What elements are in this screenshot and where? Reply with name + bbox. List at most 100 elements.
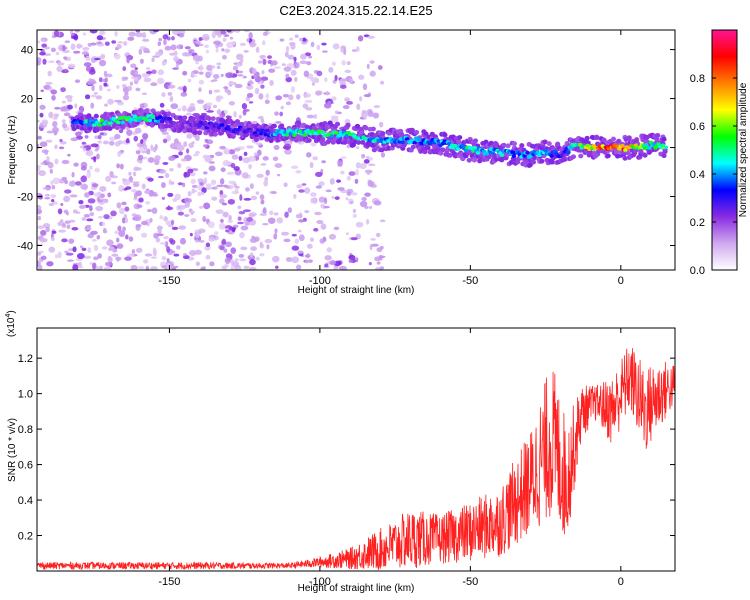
spectrogram-noise-mark	[97, 253, 102, 259]
spectrogram-noise-mark	[96, 41, 103, 45]
spectrogram-ridge-halo	[622, 155, 628, 161]
spectrogram-noise-mark	[159, 169, 167, 174]
spectrogram-noise-mark	[124, 256, 132, 261]
spectrogram-ridge-mark	[484, 152, 490, 156]
spectrogram-noise-mark	[233, 111, 237, 118]
spectrogram-noise-mark	[267, 55, 273, 59]
spectrogram-noise-mark	[253, 152, 258, 157]
spectrogram-noise-mark	[169, 168, 174, 172]
spectrogram-noise-mark	[215, 48, 219, 53]
spectrogram-noise-mark	[219, 145, 227, 150]
spectrogram-noise-mark	[370, 243, 379, 247]
spectrogram-noise-mark	[265, 93, 270, 99]
spectrogram-noise-mark	[238, 155, 243, 161]
spectrogram-noise-mark	[276, 217, 284, 224]
spectrogram-noise-mark	[110, 210, 117, 217]
spectrogram-noise-mark	[340, 156, 347, 159]
spectrogram-noise-mark	[136, 204, 143, 208]
spectrogram-noise-mark	[285, 45, 290, 53]
spectrogram-noise-mark	[379, 266, 385, 270]
snr-series-line	[37, 348, 675, 571]
spectrogram-noise-mark	[320, 203, 325, 209]
snr-scale-label: (x104)	[5, 310, 17, 337]
spectrogram-noise-mark	[118, 230, 126, 237]
spectrogram-noise-mark	[355, 221, 364, 228]
spectrogram-noise-mark	[261, 70, 265, 75]
spectrogram-noise-mark	[361, 196, 367, 202]
spectrogram-noise-mark	[273, 233, 278, 240]
spectrogram-ridge-halo	[144, 108, 150, 114]
spectrogram-noise-mark	[254, 87, 260, 95]
spectrogram-noise-mark	[135, 190, 142, 197]
spectrogram-noise-mark	[265, 169, 270, 176]
spectrogram-noise-mark	[126, 57, 130, 64]
spectrogram-ridge-halo	[196, 130, 203, 136]
colorbar-tick-label: 0.6	[690, 121, 705, 133]
spectrogram-noise-mark	[103, 82, 108, 87]
spectrogram-noise-mark	[368, 261, 372, 266]
spectrogram-y-tick-label: 20	[21, 94, 33, 106]
spectrogram-noise-mark	[54, 144, 58, 150]
spectrogram-noise-mark	[232, 261, 240, 268]
spectrogram-noise-mark	[345, 232, 349, 236]
spectrogram-ridge-mark	[416, 137, 422, 141]
spectrogram-noise-mark	[59, 106, 68, 111]
spectrogram-noise-mark	[145, 148, 151, 155]
spectrogram-ridge-mark	[197, 124, 202, 128]
spectrogram-noise-mark	[90, 94, 97, 98]
spectrogram-y-tick-label: -20	[17, 192, 33, 204]
spectrogram-noise-mark	[220, 30, 226, 35]
spectrogram-noise-mark	[210, 79, 215, 83]
spectrogram-noise-mark	[267, 217, 276, 224]
spectrogram-noise-mark	[82, 147, 87, 152]
spectrogram-noise-mark	[111, 253, 119, 257]
spectrogram-noise-mark	[130, 63, 137, 69]
spectrogram-noise-mark	[364, 192, 371, 197]
spectrogram-noise-mark	[252, 67, 257, 74]
spectrogram-noise-mark	[189, 103, 195, 108]
spectrogram-noise-mark	[237, 221, 244, 225]
spectrogram-noise-mark	[116, 243, 124, 249]
spectrogram-noise-mark	[249, 258, 256, 266]
spectrogram-noise-mark	[337, 159, 344, 167]
spectrogram-noise-mark	[52, 177, 61, 185]
spectrogram-noise-mark	[269, 210, 274, 216]
spectrogram-noise-mark	[243, 30, 250, 33]
spectrogram-noise-mark	[195, 150, 200, 155]
spectrogram-ridge-mark	[219, 123, 225, 127]
spectrogram-noise-mark	[67, 259, 74, 262]
spectrogram-noise-mark	[117, 140, 124, 145]
spectrogram-noise-mark	[108, 247, 113, 252]
spectrogram-noise-mark	[67, 97, 73, 103]
spectrogram-noise-mark	[249, 41, 256, 48]
spectrogram-noise-mark	[366, 171, 371, 175]
spectrogram-noise-mark	[116, 85, 120, 89]
spectrogram-noise-mark	[202, 215, 206, 222]
spectrogram-noise-mark	[172, 197, 178, 203]
spectrogram-noise-mark	[283, 238, 291, 243]
spectrogram-noise-mark	[72, 246, 77, 253]
spectrogram-noise-mark	[73, 162, 79, 167]
spectrogram-noise-mark	[262, 58, 267, 65]
spectrogram-noise-mark	[315, 90, 323, 96]
spectrogram-noise-mark	[256, 173, 264, 179]
spectrogram-noise-mark	[159, 215, 164, 220]
spectrogram-ridge-mark	[591, 143, 596, 148]
spectrogram-noise-mark	[214, 231, 219, 236]
spectrogram-noise-mark	[243, 265, 250, 270]
spectrogram-noise-mark	[82, 32, 87, 36]
spectrogram-noise-mark	[157, 228, 162, 235]
spectrogram-noise-mark	[145, 265, 150, 270]
spectrogram-noise-mark	[48, 111, 54, 119]
spectrogram-noise-mark	[164, 172, 170, 179]
spectrogram-noise-mark	[186, 148, 190, 154]
spectrogram-noise-mark	[328, 66, 334, 73]
spectrogram-noise-mark	[93, 244, 99, 252]
spectrogram-noise-mark	[164, 45, 172, 51]
spectrogram-noise-mark	[240, 225, 249, 231]
spectrogram-ridge-halo	[206, 116, 212, 122]
spectrogram-noise-mark	[212, 104, 218, 109]
spectrogram-noise-mark	[198, 37, 203, 41]
spectrogram-noise-mark	[334, 110, 338, 115]
